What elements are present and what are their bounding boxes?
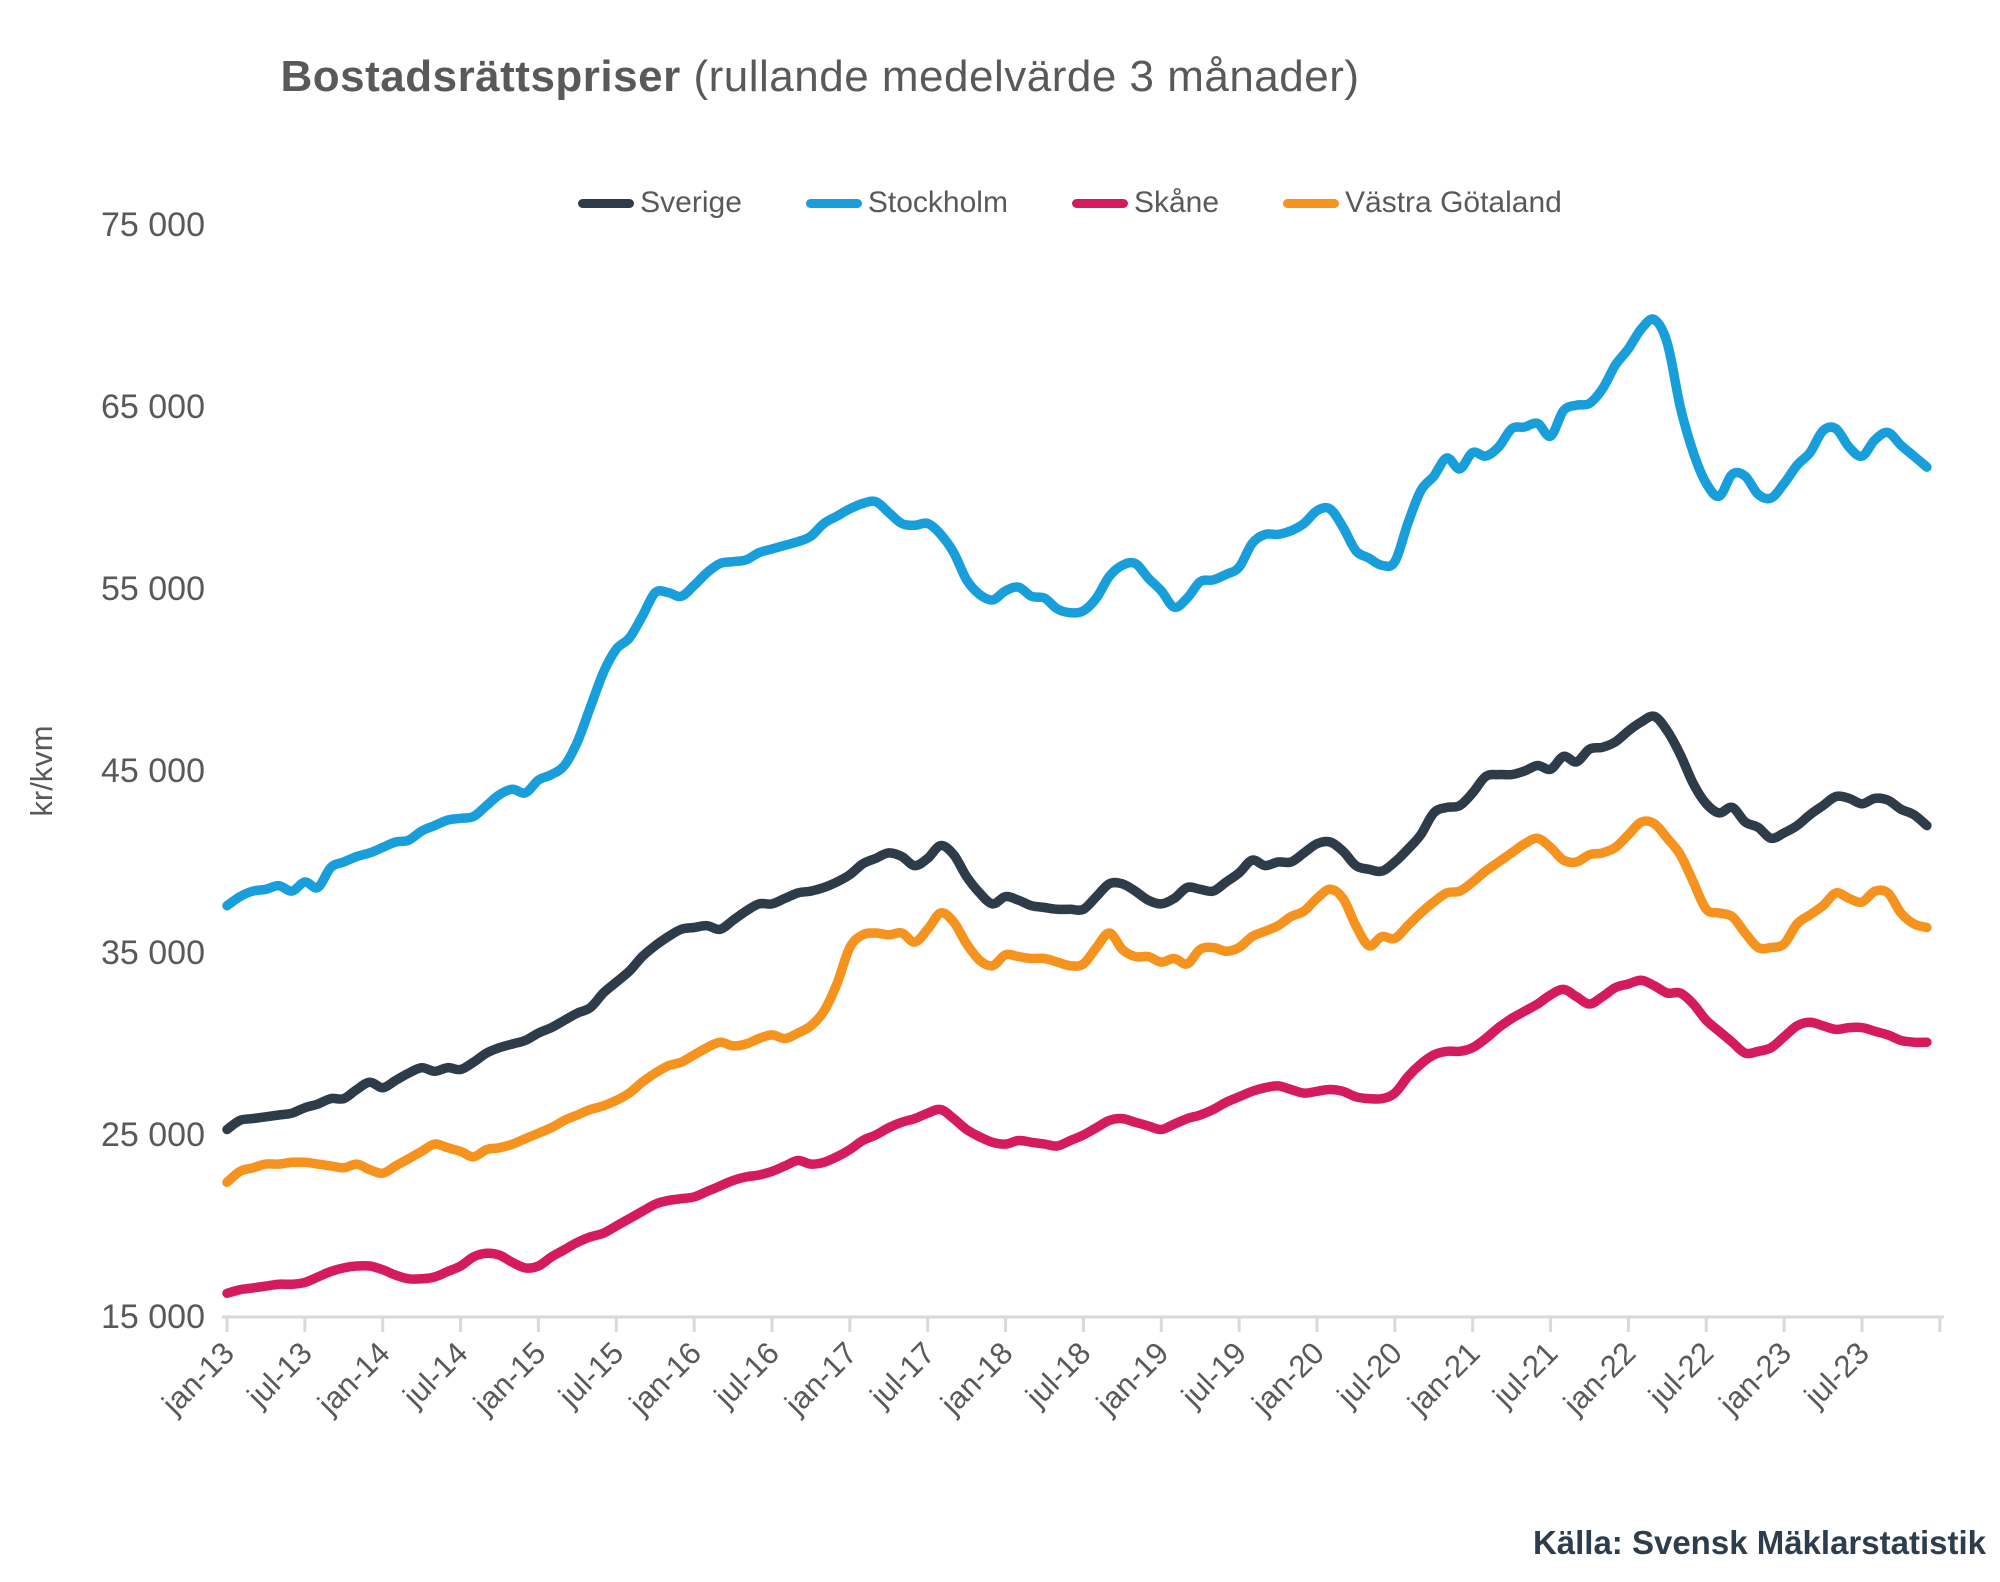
- y-axis-label: 75 000: [101, 206, 205, 244]
- x-axis-label: jul-16: [707, 1335, 786, 1414]
- x-axis-label: jul-22: [1641, 1335, 1720, 1414]
- x-axis-label: jan-22: [1556, 1335, 1642, 1421]
- legend-label-stockholm: Stockholm: [867, 186, 1008, 219]
- x-axis-label: jan-19: [1089, 1335, 1175, 1421]
- legend-swatch-sverige-icon: [578, 198, 635, 208]
- chart-title: Bostadsrättspriser (rullande medelvärde …: [0, 52, 1640, 102]
- chart-title-subtitle: (rullande medelvärde 3 månader): [680, 52, 1360, 101]
- x-axis-label: jul-21: [1485, 1335, 1564, 1414]
- legend-item-skane: Skåne: [1071, 186, 1220, 220]
- x-axis-label: jan-14: [310, 1335, 396, 1421]
- x-axis-label: jul-20: [1330, 1335, 1409, 1414]
- series-line-sverige: [222, 711, 1932, 1135]
- legend-label-vastra-gotaland: Västra Götaland: [1345, 186, 1562, 219]
- x-axis-label: jan-20: [1245, 1335, 1331, 1421]
- legend-swatch-vastra-gotaland-icon: [1283, 198, 1340, 208]
- y-axis-label: 35 000: [101, 934, 205, 972]
- source-credit: Källa: Svensk Mäklarstatistik: [1532, 1524, 1986, 1561]
- x-axis-label: jul-19: [1174, 1335, 1253, 1414]
- x-axis-label: jan-16: [622, 1335, 708, 1421]
- legend-swatch-skane-icon: [1071, 198, 1128, 208]
- x-axis-label: jul-15: [551, 1335, 630, 1414]
- x-axis-label: jul-13: [240, 1335, 319, 1414]
- y-axis-label: 45 000: [101, 752, 205, 790]
- x-axis-label: jan-21: [1400, 1335, 1486, 1421]
- series-line-stockholm: [222, 314, 1932, 911]
- y-axis-label: 55 000: [101, 570, 205, 608]
- x-axis-label: jan-15: [466, 1335, 552, 1421]
- y-axis-label: 65 000: [101, 388, 205, 426]
- legend-label-skane: Skåne: [1133, 186, 1220, 219]
- legend-swatch-stockholm-icon: [805, 198, 862, 208]
- x-axis-label: jan-18: [933, 1335, 1019, 1421]
- chart-title-bold: Bostadsrättspriser: [280, 52, 681, 101]
- x-axis-label: jul-17: [863, 1335, 942, 1414]
- x-axis-label: jan-17: [777, 1335, 863, 1421]
- x-axis-label: jan-23: [1712, 1335, 1798, 1421]
- y-axis-label: 25 000: [101, 1116, 205, 1154]
- legend: Sverige Stockholm Skåne Västra Götaland: [430, 186, 1710, 220]
- legend-item-stockholm: Stockholm: [805, 186, 1008, 220]
- legend-item-sverige: Sverige: [578, 186, 742, 220]
- y-axis-label: 15 000: [101, 1298, 205, 1336]
- x-axis-label: jul-18: [1018, 1335, 1097, 1414]
- x-axis-label: jul-14: [395, 1335, 474, 1414]
- x-axis-label: jul-23: [1797, 1335, 1876, 1414]
- series-line-sk-ne: [222, 975, 1932, 1299]
- legend-label-sverige: Sverige: [640, 186, 742, 219]
- x-axis-label: jan-13: [155, 1335, 241, 1421]
- y-axis-unit-label: kr/kvm: [24, 725, 59, 816]
- legend-item-vastra-gotaland: Västra Götaland: [1283, 186, 1562, 220]
- series-line-v-stra-g-taland: [222, 816, 1932, 1188]
